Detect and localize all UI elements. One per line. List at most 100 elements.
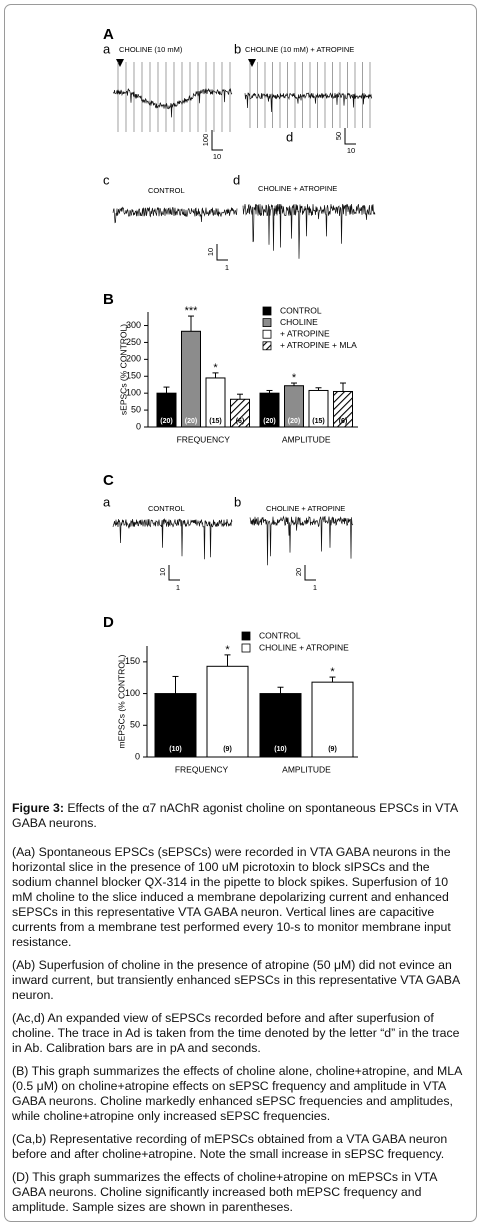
legend-label: CONTROL	[280, 305, 322, 315]
significance-label: ***	[185, 305, 199, 317]
y-tick-label: 0	[135, 751, 140, 761]
caption-paragraph: (B) This graph summarizes the effects of…	[12, 1064, 462, 1123]
time-marker: d	[286, 129, 293, 144]
bar	[284, 385, 304, 428]
bar	[206, 665, 249, 758]
caption: Figure 3: Effects of the α7 nAChR agonis…	[12, 801, 470, 1223]
figure-label: Figure 3:	[12, 801, 64, 815]
y-tick-label: 150	[125, 656, 140, 666]
bar	[311, 681, 354, 758]
sub-label: a	[103, 494, 111, 509]
n-label: (15)	[209, 418, 221, 425]
trace-title: CHOLINE (10 mM) + ATROPINE	[245, 45, 354, 54]
scale-label: 100	[201, 134, 210, 147]
legend-label: CHOLINE	[280, 317, 318, 327]
y-tick-label: 250	[126, 337, 141, 347]
bar	[205, 377, 226, 428]
y-tick-label: 150	[126, 371, 141, 381]
caption-paragraph: (Aa) Spontaneous EPSCs (sEPSCs) were rec…	[12, 845, 451, 949]
legend-label: CHOLINE + ATROPINE	[259, 642, 349, 652]
trace-title: CONTROL	[148, 504, 185, 513]
figure: A a CHOLINE (10 mM) b CHOLINE (10 mM) + …	[103, 26, 376, 774]
scale-label: 1	[313, 583, 317, 592]
sub-label: d	[233, 172, 240, 187]
caption-paragraph: (Ab) Superfusion of choline in the prese…	[12, 958, 460, 1002]
panel-label: D	[103, 614, 114, 631]
sub-label: b	[234, 41, 241, 56]
trace-title: CHOLINE (10 mM)	[119, 45, 183, 54]
y-tick-label: 300	[126, 320, 141, 330]
legend-label: CONTROL	[259, 630, 301, 640]
trace-title: CONTROL	[148, 186, 185, 195]
legend-label: + ATROPINE	[280, 328, 330, 338]
sub-label: c	[103, 172, 110, 187]
n-label: (6)	[339, 418, 348, 425]
significance-label: *	[225, 644, 230, 656]
n-label: (10)	[274, 746, 286, 753]
legend-swatch	[262, 341, 272, 351]
y-axis-label: sEPSCs (% CONTROL)	[118, 324, 128, 415]
significance-label: *	[330, 666, 335, 678]
trace	[112, 206, 238, 224]
scale-label: 10	[158, 568, 167, 576]
bar	[156, 392, 177, 428]
significance-label: *	[292, 372, 297, 384]
arrow	[116, 59, 124, 67]
n-label: (20)	[185, 418, 197, 425]
arrow	[248, 59, 256, 67]
bar	[308, 389, 329, 428]
scale-bar	[344, 128, 356, 145]
trace	[242, 203, 376, 259]
x-tick-label: FREQUENCY	[177, 434, 231, 444]
caption-paragraph: (D) This graph summarizes the effects of…	[12, 1170, 437, 1214]
figure-title: Effects of the α7 nAChR agonist choline …	[12, 801, 458, 830]
n-label: (20)	[263, 418, 275, 425]
sub-label: a	[103, 41, 111, 56]
trace-title: CHOLINE + ATROPINE	[266, 504, 345, 513]
trace	[249, 515, 354, 566]
scale-bar	[211, 130, 223, 151]
panel-label: B	[103, 291, 114, 308]
legend-swatch	[262, 318, 272, 328]
y-tick-label: 50	[130, 720, 140, 730]
bar	[154, 693, 197, 758]
significance-label: *	[213, 362, 218, 374]
x-tick-label: FREQUENCY	[175, 764, 229, 774]
n-label: (9)	[223, 746, 232, 753]
n-label: (15)	[312, 418, 324, 425]
y-tick-label: 100	[125, 688, 140, 698]
trace	[112, 87, 233, 118]
caption-paragraph: (Ac,d) An expanded view of sEPSCs record…	[12, 1011, 460, 1055]
figure-frame	[4, 4, 477, 1222]
y-tick-label: 50	[131, 404, 141, 414]
bar	[259, 693, 302, 758]
panel-label: C	[103, 472, 114, 489]
caption-paragraph: (Ca,b) Representative recording of mEPSC…	[12, 1132, 448, 1161]
y-tick-label: 0	[136, 421, 141, 431]
n-label: (10)	[169, 746, 181, 753]
scale-label: 50	[334, 132, 343, 140]
scale-bar	[216, 244, 228, 261]
trace	[244, 91, 373, 113]
bar	[230, 398, 250, 428]
scale-label: 10	[347, 146, 355, 155]
legend-swatch	[262, 306, 272, 316]
legend-swatch	[241, 631, 251, 641]
n-label: (20)	[288, 418, 300, 425]
caption-heading: Figure 3: Effects of the α7 nAChR agonis…	[12, 801, 470, 831]
n-label: (20)	[160, 418, 172, 425]
trace-title: CHOLINE + ATROPINE	[258, 184, 337, 193]
trace	[112, 518, 233, 560]
bar	[333, 390, 353, 428]
bar	[181, 330, 201, 428]
sub-label: b	[234, 494, 241, 509]
x-tick-label: AMPLITUDE	[282, 434, 331, 444]
n-label: (6)	[236, 418, 245, 425]
bar	[259, 392, 280, 428]
y-tick-label: 100	[126, 388, 141, 398]
legend-label: + ATROPINE + MLA	[280, 340, 357, 350]
scale-bar	[168, 565, 180, 581]
n-label: (9)	[328, 746, 337, 753]
x-tick-label: AMPLITUDE	[282, 764, 331, 774]
scale-bar	[304, 565, 316, 581]
